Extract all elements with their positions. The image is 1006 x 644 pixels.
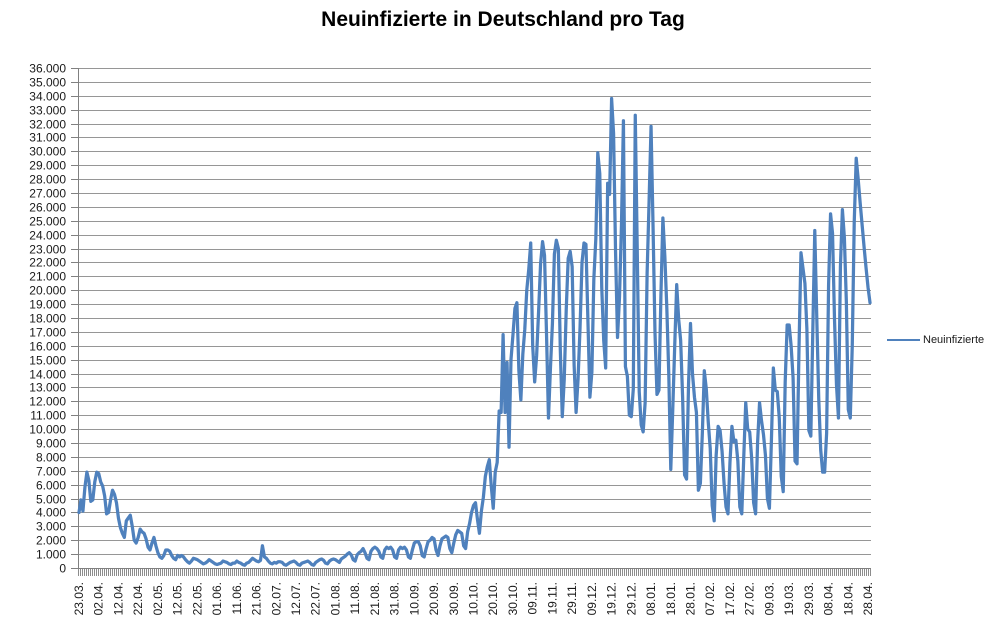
y-axis-tick-label: 12.000 [29,395,66,409]
x-axis-tick-label: 30.09. [447,582,461,615]
x-axis-tick-label: 02.05. [151,582,165,615]
y-axis-tick-label: 4.000 [36,506,66,520]
y-axis-tick-label: 32.000 [29,118,66,132]
x-axis-tick-label: 08.01. [644,582,658,615]
x-axis-minor-ticks [78,569,872,576]
y-axis-tick-label: 17.000 [29,326,66,340]
x-axis-tick-label: 09.12. [585,582,599,615]
x-axis-tick-label: 27.02. [743,582,757,615]
x-axis-tick-label: 08.04. [822,582,836,615]
y-axis-tick-label: 36.000 [29,62,66,76]
x-axis-tick-label: 21.06. [250,582,264,615]
y-axis-tick-label: 19.000 [29,298,66,312]
x-axis-tick-label: 20.09. [427,582,441,615]
y-axis-tick-label: 2.000 [36,534,66,548]
y-axis-tick-label: 33.000 [29,104,66,118]
y-axis-tick-label: 1.000 [36,548,66,562]
y-axis-tick-label: 7.000 [36,465,66,479]
x-axis-tick-label: 09.11. [526,582,540,614]
x-axis-tick-label: 21.08. [368,582,382,615]
x-axis-tick-label: 19.11. [545,582,559,614]
x-axis-tick-label: 11.06. [230,582,244,614]
x-axis-tick-label: 12.07. [289,582,303,615]
y-axis-tick-label: 35.000 [29,76,66,90]
y-axis-tick-label: 8.000 [36,451,66,465]
x-axis-tick-label: 19.12. [605,582,619,615]
y-axis-tick-label: 21.000 [29,270,66,284]
y-axis-tick-label: 28.000 [29,173,66,187]
x-axis-tick-label: 29.03. [802,582,816,615]
x-axis-tick-label: 12.05. [171,582,185,615]
series-line-neuinfizierte [77,96,872,567]
x-axis-tick-label: 02.04. [92,582,106,615]
y-axis-tick-label: 18.000 [29,312,66,326]
x-axis-tick-label: 22.07. [309,582,323,615]
x-axis-tick-label: 11.08. [348,582,362,614]
x-axis-tick-label: 28.04. [861,582,875,615]
y-axis-tick-label: 5.000 [36,493,66,507]
y-axis-tick-label: 16.000 [29,340,66,354]
y-axis-tick-label: 10.000 [29,423,66,437]
y-axis-tick-label: 27.000 [29,187,66,201]
x-axis-tick-label: 12.04. [111,582,125,615]
x-axis-tick-label: 18.04. [841,582,855,615]
y-axis-tick-label: 25.000 [29,215,66,229]
x-axis-tick-label: 29.12. [624,582,638,615]
chart-title: Neuinfizierte in Deutschland pro Tag [321,8,685,31]
y-axis-tick-label: 31.000 [29,131,66,145]
y-axis-tick-label: 30.000 [29,145,66,159]
y-axis-tick-label: 9.000 [36,437,66,451]
x-axis-tick-label: 01.06. [210,582,224,615]
x-axis-tick-label: 02.07. [269,582,283,615]
x-axis-tick-label: 09.03. [762,582,776,615]
x-axis-tick-label: 01.08. [328,582,342,615]
y-axis-tick-label: 23.000 [29,243,66,257]
y-axis-tick-label: 20.000 [29,284,66,298]
x-axis-tick-label: 17.02. [723,582,737,615]
x-axis-tick-label: 19.03. [782,582,796,615]
y-axis-tick-label: 14.000 [29,368,66,382]
y-axis-tick-label: 13.000 [29,381,66,395]
y-axis-tick-label: 3.000 [36,520,66,534]
x-axis-tick-label: 10.10. [467,582,481,615]
x-axis-tick-label: 30.10. [506,582,520,615]
x-axis-tick-label: 22.05. [190,582,204,615]
y-axis-tick-label: 26.000 [29,201,66,215]
legend-line-sample-icon [887,339,920,341]
x-axis-tick-label: 20.10. [486,582,500,615]
y-axis-tick-label: 0 [59,562,66,576]
x-axis-tick-label: 31.08. [388,582,402,615]
x-axis-tick-label: 18.01. [664,582,678,615]
x-axis-tick-label: 10.09. [407,582,421,615]
y-axis-tick-label: 22.000 [29,256,66,270]
y-axis-tick-label: 6.000 [36,479,66,493]
x-axis-tick-label: 07.02. [703,582,717,615]
y-axis-tick-label: 11.000 [30,409,66,423]
legend: Neuinfizierte [887,334,984,346]
y-axis-tick-label: 15.000 [29,354,66,368]
y-axis-tick-label: 34.000 [29,90,66,104]
x-axis-tick-label: 28.01. [684,582,698,615]
legend-entry-label: Neuinfizierte [923,334,985,346]
x-axis-tick-label: 23.03. [72,582,86,615]
x-axis-tick-label: 29.11. [565,582,579,614]
x-axis-tick-label: 22.04. [131,582,145,615]
y-axis-tick-label: 24.000 [29,229,66,243]
y-axis-tick-label: 29.000 [29,159,66,173]
